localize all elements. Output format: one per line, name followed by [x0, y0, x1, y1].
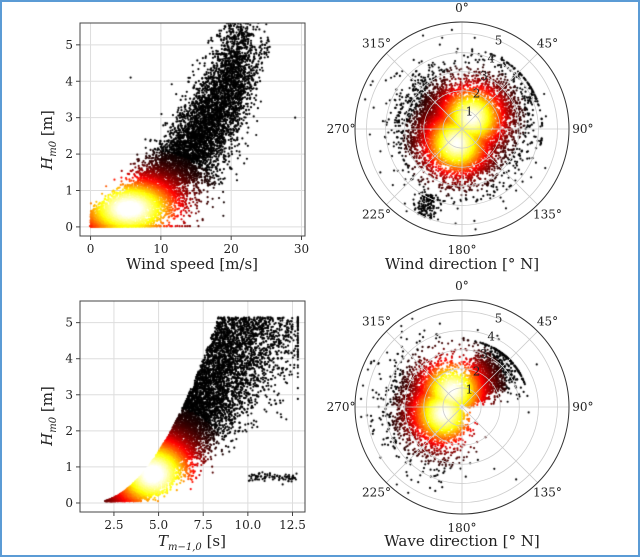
- scatter-canvas: [80, 301, 305, 512]
- x-axis-label: Wind speed [m/s]: [126, 255, 258, 273]
- r-tick-label: 4: [487, 51, 495, 65]
- angular-gridline: [386, 406, 463, 483]
- r-tick-label: 1: [465, 104, 473, 118]
- r-tick-label: 3: [480, 347, 488, 361]
- angular-gridline: [461, 331, 538, 408]
- theta-tick-label: 0°: [455, 1, 469, 15]
- panel-period: 2.5 5.0 7.5 10.0 12.5 0 1 2 3 4 5 Tm−1,0 [s] Hm0 […: [38, 300, 306, 553]
- polar-frame: [354, 21, 570, 237]
- panel-wind-direction: 12 3 45 0° 45° 90° 135° 180° 225° 270° 315° Wind d…: [327, 1, 594, 273]
- theta-tick-label: 225°: [362, 207, 391, 221]
- polar-grid: 12 3 45 0° 45° 90° 135° 180° 225° 270° 315°: [327, 1, 594, 257]
- theta-tick-label: 270°: [327, 400, 356, 414]
- y-tick-label: 5: [65, 38, 73, 52]
- x-axis-label: Wave direction [° N]: [384, 532, 539, 550]
- y-tick-label: 4: [65, 352, 73, 366]
- y-axis-label: Hm0 [m]: [38, 386, 59, 447]
- theta-tick-label: 90°: [572, 122, 593, 136]
- r-tick-label: 2: [473, 87, 481, 101]
- y-tick-label: 0: [65, 496, 73, 510]
- x-tick-label: 7.5: [194, 518, 213, 532]
- x-tick-label: 30: [294, 242, 309, 256]
- ticks: 0 10 20 30 0 1 2 3 4 5: [65, 38, 309, 256]
- panel-wave-direction: 12 3 45 0° 45° 90° 135° 180° 225° 270° 315° Wave d…: [327, 279, 594, 550]
- r-tick-label: 5: [495, 312, 503, 326]
- x-tick-label: 10: [153, 242, 168, 256]
- plot-area: [80, 301, 305, 512]
- y-tick-label: 1: [65, 460, 73, 474]
- panel-windspeed: 0 10 20 30 0 1 2 3 4 5 Wind speed [m/s] Hm0 [m]: [38, 22, 309, 273]
- theta-tick-label: 90°: [572, 400, 593, 414]
- angular-gridline: [386, 331, 463, 408]
- r-tick-label: 1: [465, 382, 473, 396]
- angular-gridline: [461, 128, 538, 205]
- x-tick-label: 5.0: [149, 518, 168, 532]
- theta-tick-label: 180°: [448, 243, 477, 257]
- r-tick-label: 5: [495, 34, 503, 48]
- y-tick-label: 3: [65, 111, 73, 125]
- x-tick-label: 20: [224, 242, 239, 256]
- theta-tick-label: 0°: [455, 279, 469, 293]
- theta-tick-label: 315°: [362, 315, 391, 329]
- angular-gridline: [461, 53, 538, 130]
- y-tick-label: 5: [65, 316, 73, 330]
- x-tick-label: 12.5: [279, 518, 306, 532]
- x-tick-label: 10.0: [234, 518, 261, 532]
- y-tick-label: 1: [65, 183, 73, 197]
- angular-gridline: [386, 128, 463, 205]
- r-tick-label: 3: [480, 69, 488, 83]
- theta-tick-label: 135°: [533, 207, 562, 221]
- angular-gridline: [386, 53, 463, 130]
- x-tick-label: 2.5: [104, 518, 123, 532]
- y-tick-label: 4: [65, 74, 73, 88]
- plot-area: [80, 23, 305, 236]
- ticks: 2.5 5.0 7.5 10.0 12.5 0 1 2 3 4 5: [65, 316, 306, 532]
- axes-frame: [79, 22, 306, 237]
- theta-tick-label: 135°: [533, 485, 562, 499]
- scatter-canvas: [80, 23, 305, 236]
- y-tick-label: 3: [65, 388, 73, 402]
- theta-tick-label: 45°: [537, 315, 558, 329]
- y-axis-label: Hm0 [m]: [38, 110, 59, 171]
- r-tick-label: 4: [487, 329, 495, 343]
- r-tick-label: 2: [473, 365, 481, 379]
- theta-tick-label: 180°: [448, 521, 477, 535]
- polar-grid: 12 3 45 0° 45° 90° 135° 180° 225° 270° 315°: [327, 279, 594, 535]
- y-tick-label: 2: [65, 424, 73, 438]
- theta-tick-label: 270°: [327, 122, 356, 136]
- theta-tick-label: 45°: [537, 37, 558, 51]
- axes-frame: [79, 300, 306, 513]
- polar-frame: [354, 299, 570, 515]
- theta-tick-label: 225°: [362, 485, 391, 499]
- theta-tick-label: 315°: [362, 37, 391, 51]
- y-tick-label: 0: [65, 220, 73, 234]
- y-tick-label: 2: [65, 147, 73, 161]
- x-axis-label: Tm−1,0 [s]: [158, 532, 226, 553]
- angular-gridline: [461, 406, 538, 483]
- x-tick-label: 0: [87, 242, 95, 256]
- x-axis-label: Wind direction [° N]: [385, 255, 539, 273]
